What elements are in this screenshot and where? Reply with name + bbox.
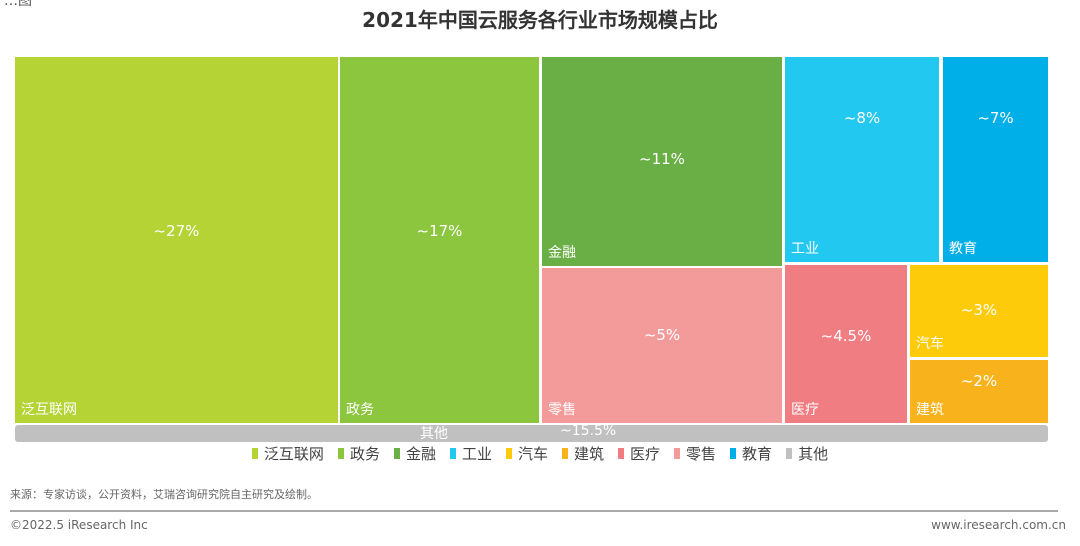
tile-name-label: 汽车 — [916, 336, 944, 352]
website: www.iresearch.com.cn — [931, 518, 1066, 532]
treemap-tile-5: ~5% 零售 — [542, 268, 782, 423]
legend-label: 零售 — [686, 445, 717, 463]
legend-item: 教育 — [730, 443, 772, 464]
legend-item: 工业 — [449, 443, 492, 464]
tile-value-label: ~5% — [643, 326, 681, 344]
treemap-tile-0: ~27% 泛互联网 — [15, 57, 338, 423]
treemap-tile-4: ~7% 教育 — [943, 57, 1048, 262]
legend-item: 汽车 — [505, 443, 548, 464]
legend-swatch — [618, 448, 625, 459]
treemap-tile-8: ~2% 建筑 — [910, 360, 1048, 423]
legend-swatch — [730, 448, 737, 459]
treemap-tile-3: ~8% 工业 — [785, 57, 939, 262]
legend-label: 政务 — [349, 445, 380, 463]
cropped-header-text: …图 — [4, 0, 32, 9]
tile-name-label: 教育 — [949, 241, 977, 257]
tile-value-label: ~15.5% — [560, 423, 617, 439]
legend-item: 其他 — [786, 443, 828, 464]
treemap-tile-6: ~4.5% 医疗 — [785, 265, 907, 423]
legend-swatch — [505, 448, 512, 459]
legend-label: 医疗 — [630, 445, 661, 463]
legend-item: 泛互联网 — [251, 443, 324, 464]
legend-swatch — [251, 448, 258, 459]
tile-value-label: ~27% — [153, 222, 200, 240]
chart-title: 2021年中国云服务各行业市场规模占比 — [362, 8, 718, 32]
legend-item: 医疗 — [618, 443, 660, 464]
legend-label: 汽车 — [517, 445, 548, 463]
legend-label: 泛互联网 — [263, 445, 324, 463]
tile-value-label: ~2% — [960, 372, 998, 390]
legend-item: 政务 — [337, 443, 380, 464]
treemap-tile-1: ~17% 政务 — [340, 57, 539, 423]
legend-item: 零售 — [674, 443, 716, 464]
copyright: ©2022.5 iResearch Inc — [10, 518, 148, 532]
tile-name-label: 建筑 — [916, 402, 944, 418]
legend-swatch — [337, 448, 344, 459]
legend-swatch — [562, 448, 568, 459]
tile-value-label: ~4.5% — [820, 327, 872, 345]
treemap-tile-9: ~15.5% 其他 — [15, 423, 1048, 442]
legend-label: 金融 — [405, 445, 436, 463]
tile-value-label: ~8% — [843, 109, 881, 127]
tile-name-label: 工业 — [791, 241, 819, 257]
legend-swatch — [674, 448, 681, 459]
legend-swatch — [393, 448, 400, 459]
legend-item: 金融 — [393, 443, 436, 464]
tile-value-label: ~7% — [977, 109, 1014, 127]
tile-name-label: 政务 — [346, 402, 374, 418]
tile-name-label: 其他 — [420, 426, 448, 442]
tile-name-label: 医疗 — [791, 402, 819, 418]
source-note: 来源：专家访谈，公开资料，艾瑞咨询研究院自主研究及绘制。 — [10, 488, 318, 501]
legend-label: 工业 — [461, 445, 492, 463]
tile-value-label: ~17% — [416, 222, 463, 240]
legend-label: 建筑 — [574, 445, 605, 463]
legend-swatch — [786, 448, 793, 459]
tile-value-label: ~3% — [960, 301, 998, 319]
legend-label: 其他 — [798, 445, 829, 463]
tile-name-label: 泛互联网 — [21, 402, 77, 418]
tile-name-label: 金融 — [548, 245, 576, 261]
treemap-tile-2: ~11% 金融 — [542, 57, 782, 266]
legend-label: 教育 — [742, 445, 773, 463]
tile-name-label: 零售 — [548, 402, 576, 418]
legend-swatch — [449, 448, 456, 459]
legend-item: 建筑 — [562, 443, 604, 464]
legend: 泛互联网 政务 金融 工业 汽车 建筑 医疗 零售 教育 其他 — [0, 443, 1080, 464]
treemap-tile-7: ~3% 汽车 — [910, 265, 1048, 357]
tile-value-label: ~11% — [639, 150, 685, 168]
footer-divider — [10, 510, 1058, 512]
